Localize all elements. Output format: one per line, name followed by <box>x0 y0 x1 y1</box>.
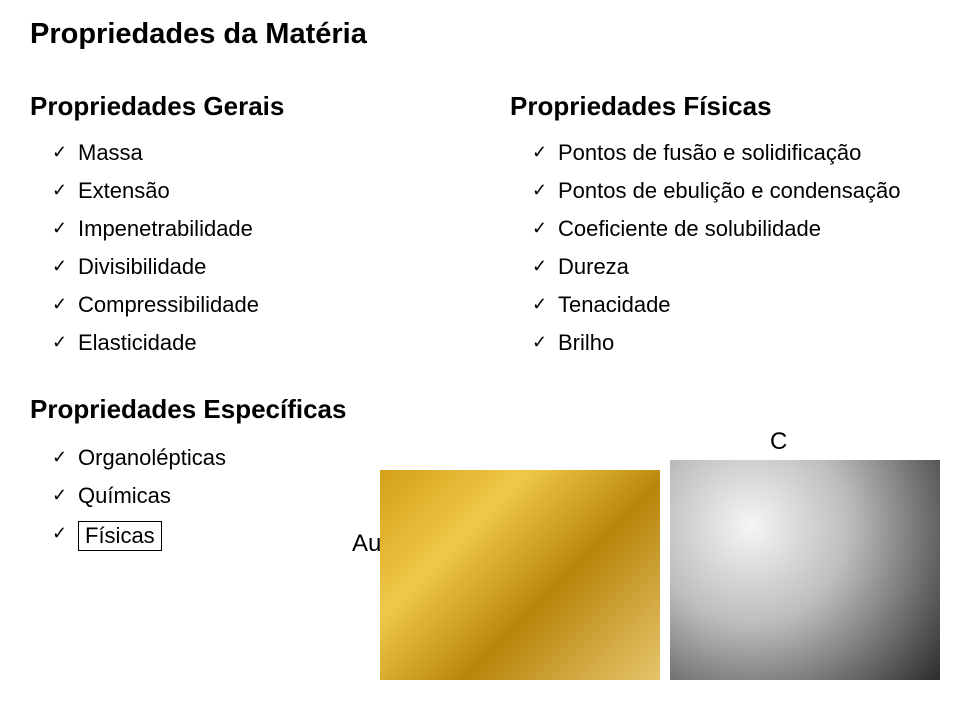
left-column: Propriedades Gerais Massa Extensão Impen… <box>30 91 450 368</box>
page-title: Propriedades da Matéria <box>30 18 930 51</box>
list-item: Divisibilidade <box>52 254 450 280</box>
left-list: Massa Extensão Impenetrabilidade Divisib… <box>30 140 450 356</box>
list-item: Pontos de ebulição e condensação <box>532 178 930 204</box>
list-item: Químicas <box>52 483 410 509</box>
list-item: Massa <box>52 140 450 166</box>
list-item: Pontos de fusão e solidificação <box>532 140 930 166</box>
list-item: Elasticidade <box>52 330 450 356</box>
diamond-image <box>670 460 940 680</box>
list-item: Coeficiente de solubilidade <box>532 216 930 242</box>
label-c: C <box>770 428 787 456</box>
label-au: Au <box>352 530 381 558</box>
right-column: Propriedades Físicas Pontos de fusão e s… <box>510 91 930 368</box>
list-item: Extensão <box>52 178 450 204</box>
lower-heading: Propriedades Específicas <box>30 394 410 425</box>
left-heading: Propriedades Gerais <box>30 91 450 122</box>
gold-image <box>380 470 660 680</box>
list-item: Dureza <box>532 254 930 280</box>
right-list: Pontos de fusão e solidificação Pontos d… <box>510 140 930 356</box>
boxed-item: Físicas <box>78 521 162 551</box>
list-item: Compressibilidade <box>52 292 450 318</box>
list-item: Tenacidade <box>532 292 930 318</box>
columns-container: Propriedades Gerais Massa Extensão Impen… <box>30 91 930 368</box>
list-item: Brilho <box>532 330 930 356</box>
list-item: Organolépticas <box>52 445 410 471</box>
right-heading: Propriedades Físicas <box>510 91 930 122</box>
list-item: Impenetrabilidade <box>52 216 450 242</box>
